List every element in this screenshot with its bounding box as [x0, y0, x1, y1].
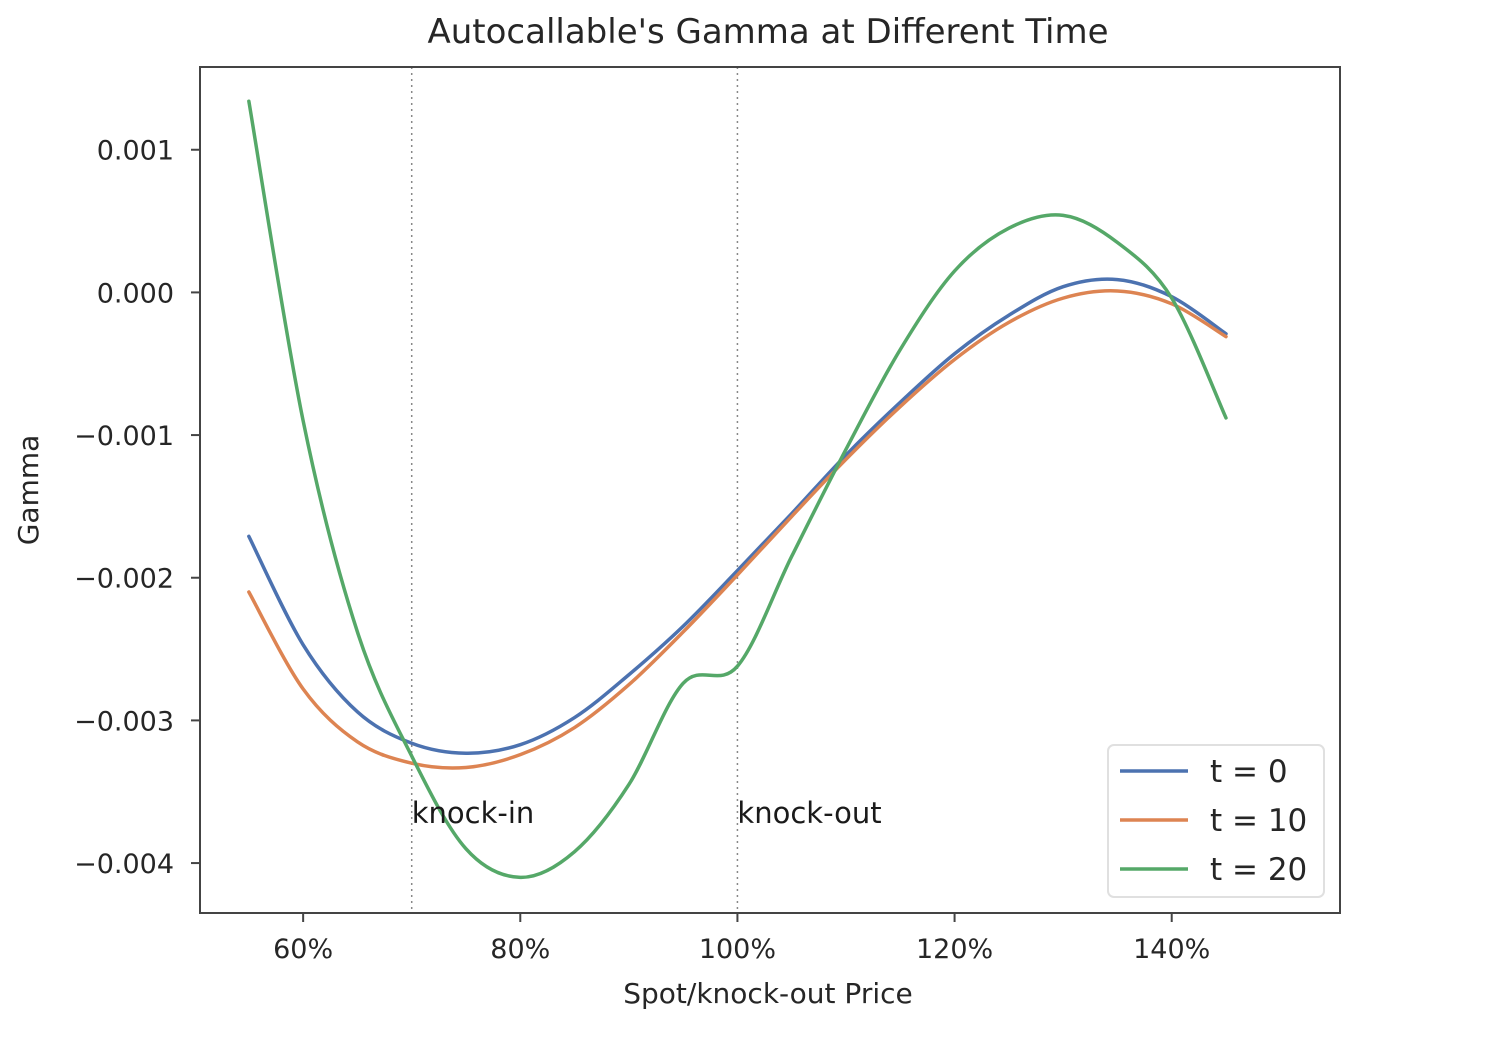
- x-axis-label: Spot/knock-out Price: [623, 977, 912, 1010]
- legend-label: t = 0: [1210, 754, 1288, 790]
- y-tick-label: −0.002: [74, 564, 174, 595]
- x-tick-label: 60%: [273, 934, 333, 965]
- y-tick-label: −0.003: [74, 706, 174, 737]
- chart-title: Autocallable's Gamma at Different Time: [427, 12, 1108, 52]
- annotation-knock-in: knock-in: [412, 796, 535, 830]
- legend-label: t = 10: [1210, 803, 1307, 839]
- series-line-t10: [247, 289, 1228, 770]
- y-axis-label: Gamma: [12, 435, 45, 546]
- x-tick-label: 80%: [490, 934, 550, 965]
- x-tick-label: 100%: [699, 934, 776, 965]
- x-tick-label: 120%: [916, 934, 993, 965]
- legend-label: t = 20: [1210, 852, 1307, 888]
- legend: t = 0 t = 10 t = 20: [1107, 744, 1325, 898]
- series-line-t0: [247, 277, 1228, 755]
- reference-lines: [410, 67, 739, 913]
- y-tick-label: 0.001: [97, 136, 174, 167]
- x-tick-label: 140%: [1133, 934, 1210, 965]
- annotation-knock-out: knock-out: [737, 796, 881, 830]
- y-tick-label: 0.000: [97, 278, 174, 309]
- series-lines: [247, 99, 1228, 880]
- annotations: knock-in knock-out: [412, 796, 882, 830]
- y-axis: 0.001 0.000 −0.001 −0.002 −0.003 −0.004: [74, 136, 200, 880]
- x-axis: 60% 80% 100% 120% 140%: [273, 913, 1210, 965]
- y-tick-label: −0.001: [74, 421, 174, 452]
- y-tick-label: −0.004: [74, 849, 174, 880]
- plot-area-frame: [199, 66, 1341, 914]
- series-line-t20: [247, 99, 1228, 880]
- legend-box: [1107, 744, 1325, 898]
